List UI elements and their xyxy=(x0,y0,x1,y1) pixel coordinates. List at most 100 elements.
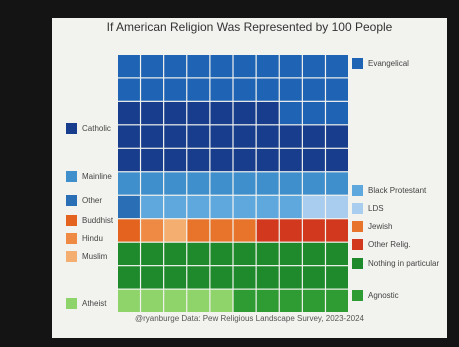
legend-other: Other xyxy=(66,195,102,206)
waffle-cell-catholic xyxy=(141,148,164,172)
waffle-cell-muslim xyxy=(164,219,187,242)
legend-label-catholic: Catholic xyxy=(82,124,111,133)
waffle-cell-catholic xyxy=(233,125,256,148)
waffle-cell-atheist xyxy=(118,289,140,312)
waffle-grid xyxy=(118,55,348,312)
waffle-cell-evangelical xyxy=(302,101,325,125)
legend-swatch-catholic xyxy=(66,123,77,134)
waffle-cell-agnostic xyxy=(326,289,348,312)
waffle-cell-other xyxy=(118,195,140,219)
waffle-cell-evangelical xyxy=(141,78,164,101)
waffle-cell-other-relig xyxy=(302,219,325,242)
waffle-cell-other-relig xyxy=(256,219,279,242)
waffle-cell-evangelical xyxy=(302,78,325,101)
waffle-cell-evangelical xyxy=(279,101,302,125)
waffle-cell-catholic xyxy=(302,125,325,148)
legend-label-hindu: Hindu xyxy=(82,234,103,243)
waffle-cell-nothing-in-particular xyxy=(256,242,279,266)
legend-swatch-evangelical xyxy=(352,58,363,69)
waffle-cell-catholic xyxy=(279,125,302,148)
waffle-cell-evangelical xyxy=(141,55,164,78)
waffle-cell-catholic xyxy=(256,148,279,172)
legend-atheist: Atheist xyxy=(66,298,106,309)
waffle-cell-nothing-in-particular xyxy=(233,266,256,289)
waffle-cell-nothing-in-particular xyxy=(164,242,187,266)
waffle-cell-mainline xyxy=(118,172,140,195)
legend-jewish: Jewish xyxy=(352,221,392,232)
legend-swatch-other xyxy=(66,195,77,206)
legend-lds: LDS xyxy=(352,203,384,214)
waffle-cell-evangelical xyxy=(210,78,233,101)
waffle-cell-catholic xyxy=(164,125,187,148)
legend-nothing-in-particular: Nothing in particular xyxy=(352,258,439,269)
waffle-cell-nothing-in-particular xyxy=(118,266,140,289)
legend-label-black-protestant: Black Protestant xyxy=(368,186,427,195)
waffle-cell-catholic xyxy=(118,148,140,172)
waffle-cell-catholic xyxy=(233,148,256,172)
waffle-cell-catholic xyxy=(141,101,164,125)
waffle-cell-nothing-in-particular xyxy=(187,242,210,266)
legend-label-other-relig: Other Relig. xyxy=(368,240,411,249)
waffle-cell-evangelical xyxy=(326,101,348,125)
chart-title: If American Religion Was Represented by … xyxy=(106,20,393,34)
waffle-cell-catholic xyxy=(279,148,302,172)
legend-swatch-nothing-in-particular xyxy=(352,258,363,269)
waffle-cell-black-protestant xyxy=(141,195,164,219)
legend-swatch-black-protestant xyxy=(352,185,363,196)
legend-black-protestant: Black Protestant xyxy=(352,185,426,196)
waffle-cell-evangelical xyxy=(187,55,210,78)
waffle-cell-catholic xyxy=(187,101,210,125)
waffle-cell-catholic xyxy=(118,125,140,148)
waffle-cell-catholic xyxy=(326,125,348,148)
legend-label-muslim: Muslim xyxy=(82,252,108,261)
waffle-cell-black-protestant xyxy=(187,195,210,219)
waffle-cell-agnostic xyxy=(279,289,302,312)
waffle-cell-atheist xyxy=(164,289,187,312)
waffle-cell-evangelical xyxy=(256,78,279,101)
waffle-cell-evangelical xyxy=(326,55,348,78)
waffle-cell-catholic xyxy=(233,101,256,125)
legend-swatch-jewish xyxy=(352,221,363,232)
waffle-cell-agnostic xyxy=(302,289,325,312)
waffle-cell-mainline xyxy=(326,172,348,195)
waffle-cell-nothing-in-particular xyxy=(141,266,164,289)
legend-label-other: Other xyxy=(82,196,103,205)
waffle-cell-evangelical xyxy=(164,78,187,101)
waffle-cell-jewish xyxy=(210,219,233,242)
waffle-cell-nothing-in-particular xyxy=(210,266,233,289)
waffle-cell-black-protestant xyxy=(233,195,256,219)
waffle-cell-catholic xyxy=(210,101,233,125)
waffle-cell-black-protestant xyxy=(210,195,233,219)
waffle-cell-nothing-in-particular xyxy=(256,266,279,289)
waffle-cell-evangelical xyxy=(279,78,302,101)
legend-label-nothing-in-particular: Nothing in particular xyxy=(368,259,440,268)
waffle-cell-evangelical xyxy=(187,78,210,101)
waffle-cell-mainline xyxy=(256,172,279,195)
legend-buddhist: Buddhist xyxy=(66,215,113,226)
legend-swatch-mainline xyxy=(66,171,77,182)
waffle-cell-atheist xyxy=(210,289,233,312)
waffle-cell-evangelical xyxy=(233,55,256,78)
legend-agnostic: Agnostic xyxy=(352,290,399,301)
legend-swatch-hindu xyxy=(66,233,77,244)
legend-catholic: Catholic xyxy=(66,123,111,134)
waffle-cell-evangelical xyxy=(164,55,187,78)
legend-label-buddhist: Buddhist xyxy=(82,216,114,225)
waffle-cell-mainline xyxy=(164,172,187,195)
waffle-cell-nothing-in-particular xyxy=(118,242,140,266)
waffle-cell-nothing-in-particular xyxy=(302,266,325,289)
waffle-cell-jewish xyxy=(187,219,210,242)
waffle-cell-nothing-in-particular xyxy=(326,242,348,266)
legend-swatch-lds xyxy=(352,203,363,214)
waffle-cell-catholic xyxy=(302,148,325,172)
chart-source: @ryanburge Data: Pew Religious Landscape… xyxy=(135,314,364,323)
legend-hindu: Hindu xyxy=(66,233,103,244)
legend-swatch-agnostic xyxy=(352,290,363,301)
legend-label-atheist: Atheist xyxy=(82,299,107,308)
legend-label-lds: LDS xyxy=(368,204,384,213)
legend-muslim: Muslim xyxy=(66,251,107,262)
legend-evangelical: Evangelical xyxy=(352,58,409,69)
waffle-cell-catholic xyxy=(256,101,279,125)
waffle-cell-agnostic xyxy=(233,289,256,312)
waffle-cell-other-relig xyxy=(326,219,348,242)
